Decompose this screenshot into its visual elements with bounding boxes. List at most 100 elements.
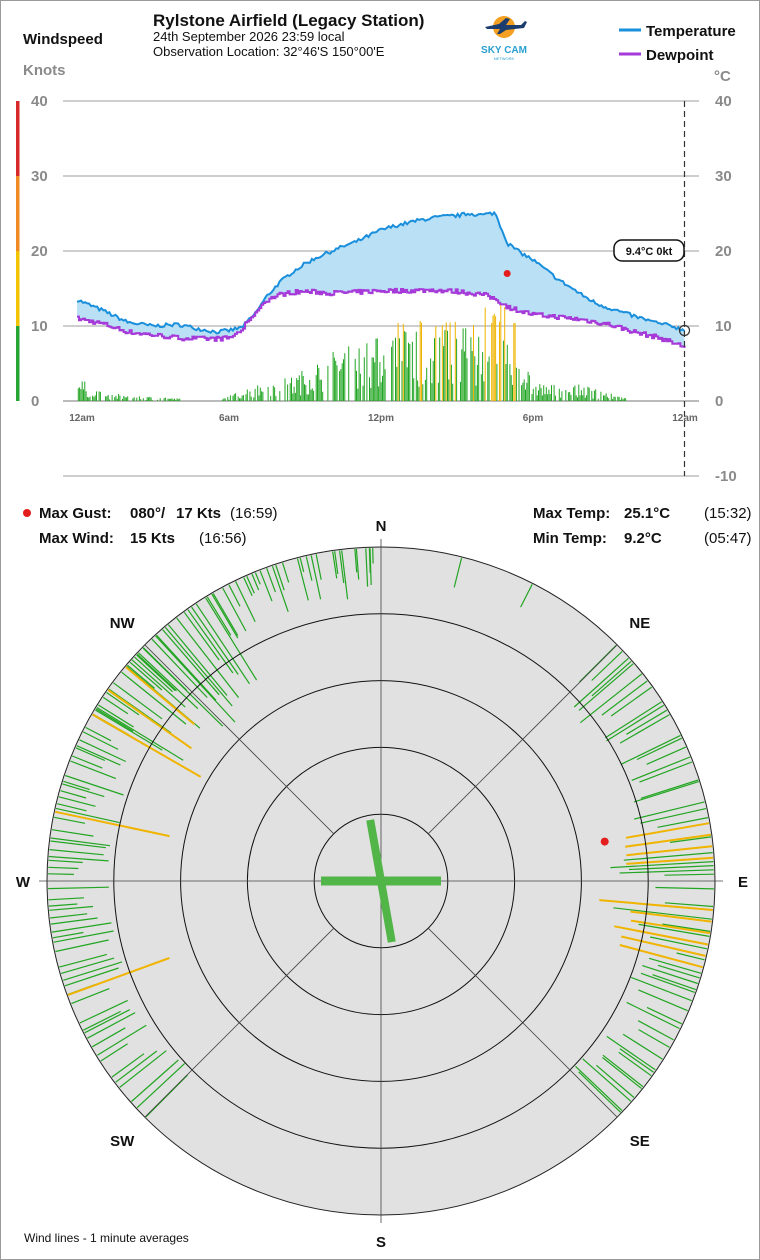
current-temp-marker [678,324,691,337]
wind-direction-line [623,852,713,861]
max-wind-label: Max Wind: [39,530,114,547]
scale-segment [16,251,20,326]
wind-direction-line [48,886,109,890]
max-gust-label: Max Gust: [39,505,112,522]
wind-direction-line [282,562,290,583]
wind-direction-line [167,624,228,696]
wind-direction-line-strong [92,713,202,778]
compass-label-ne: NE [629,615,650,632]
temperature-tick-label: 0 [715,393,723,410]
wind-direction-line [138,652,199,710]
wind-direction-line [121,671,187,725]
wind-rose-spoke [427,644,618,835]
wind-direction-line [246,575,255,594]
wind-direction-line [50,917,98,925]
min-temp-label: Min Temp: [533,530,607,547]
temp-dewpoint-spread-area [77,212,685,348]
wind-direction-line [51,829,94,837]
time-tick-labels: 12am 6am 12pm 6pm 12am [69,413,698,424]
compass-labels: N NE E SE S SW W NW [16,518,748,1251]
wind-direction-line-strong [55,810,170,838]
wind-direction-line [55,807,120,824]
wind-direction-line [296,558,309,601]
wind-direction-line [266,567,276,593]
compass-label-e: E [738,874,748,891]
wind-direction-line [640,779,699,799]
windspeed-tick-label: 20 [31,243,48,260]
wind-rose-spoke [144,644,335,835]
wind-direction-line [453,557,463,588]
windspeed-bars [77,303,627,401]
wind-direction-line [676,952,705,961]
gust-legend-dot-icon [23,509,31,517]
legend-dewpoint-label: Dewpoint [646,47,714,64]
wind-direction-line-strong [626,856,714,865]
wind-direction-line [50,840,106,849]
wind-direction-line [87,1012,136,1039]
wind-direction-line [582,1058,632,1102]
wind-direction-line [637,1020,674,1041]
wind-direction-line [636,737,683,761]
min-temp-value: 9.2°C [624,530,662,547]
wind-direction-line [53,930,114,943]
wind-direction-line [670,836,712,843]
windspeed-tick-labels: 0 10 20 30 40 [31,93,48,410]
wind-direction-line-strong [614,925,709,946]
wind-direction-line [94,709,163,751]
wind-direction-line [156,634,217,701]
wind-direction-line [49,849,104,856]
current-reading-badge: 9.4°C 0kt [613,239,685,262]
wind-direction-line [176,617,240,698]
wind-direction-line [129,661,163,691]
time-tick-label: 12am [672,413,698,424]
current-reading-text: 9.4°C 0kt [626,246,673,258]
windspeed-tick-label: 0 [31,393,39,410]
wind-direction-line [646,1006,683,1025]
wind-direction-line [48,855,109,862]
wind-direction-line [71,988,110,1005]
wind-direction-line [106,692,140,716]
wind-direction-line [657,964,700,979]
wind-direction-line [53,816,86,824]
wind-direction-line [655,886,714,890]
wind-direction-line [254,572,261,585]
wind-direction-line [591,650,623,681]
wind-direction-line [354,548,358,573]
wind-direction-line [275,564,285,591]
temperature-tick-labels: -10 0 10 20 30 40 [715,93,737,485]
wind-direction-line [48,897,85,901]
wind-direction-line [206,596,232,636]
wind-direction-line [610,861,714,869]
wind-direction-line-strong [630,910,712,923]
time-tick-label: 12am [69,413,95,424]
wind-direction-line [596,1064,635,1098]
wind-direction-line [63,780,90,791]
wind-direction-line [96,1024,147,1056]
wind-direction-line [638,923,710,937]
wind-direction-line [355,548,360,580]
wind-direction-line [646,746,687,765]
wind-direction-line [96,706,184,761]
wind-direction-line [82,731,119,750]
wind-direction-line [119,1050,167,1088]
temperature-tick-label: -10 [715,468,737,485]
wind-direction-line [62,783,105,798]
logo-plane-icon [485,18,527,34]
time-tick-label: 6pm [523,413,544,424]
wind-direction-line [620,734,681,765]
temperature-tick-label: 30 [715,168,732,185]
wind-direction-line [602,1057,642,1089]
wind-direction-line-strong [125,666,195,725]
wind-direction-line [622,1033,663,1060]
wind-direction-line [575,1065,623,1112]
wind-direction-line [131,659,186,708]
wind-direction-line [573,657,629,708]
wind-direction-line-strong [621,935,706,957]
right-axis-unit: °C [714,68,731,85]
wind-direction-line [187,609,234,674]
wind-direction-line [100,1043,128,1062]
wind-direction-line [211,593,239,639]
wind-direction-line [145,1074,188,1118]
left-axis-title: Windspeed [23,31,103,48]
